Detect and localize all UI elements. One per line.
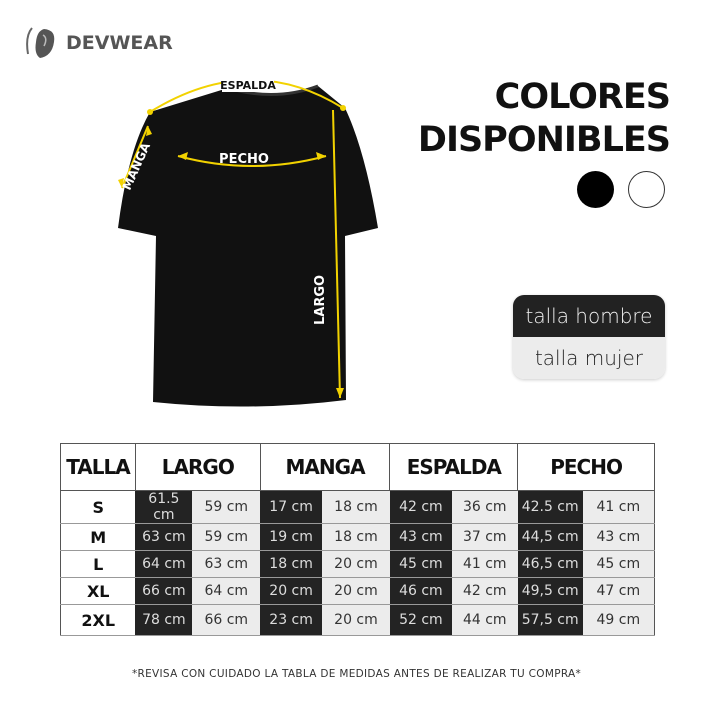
measure-hombre: 46,5 cm — [517, 550, 583, 578]
measure-hombre: 44,5 cm — [517, 523, 583, 551]
talla-hombre-button[interactable]: talla hombre — [513, 295, 665, 337]
size-label: XL — [60, 577, 136, 605]
measure-mujer: 59 cm — [192, 490, 261, 524]
measure-hombre: 78 cm — [135, 604, 193, 636]
measure-hombre: 63 cm — [135, 523, 193, 551]
measure-hombre: 46 cm — [389, 577, 452, 605]
disclaimer-note: *REVISA CON CUIDADO LA TABLA DE MEDIDAS … — [131, 668, 582, 680]
tshirt-measurement-diagram: ESPALDA PECHO MANGA LARGO — [118, 76, 378, 407]
ear-logo-icon — [26, 27, 55, 58]
measure-mujer: 41 cm — [582, 490, 655, 524]
column-header: ESPALDA — [389, 443, 519, 491]
measure-mujer: 18 cm — [322, 490, 390, 524]
column-header: PECHO — [517, 443, 655, 491]
measure-hombre: 17 cm — [260, 490, 323, 524]
measure-mujer: 36 cm — [451, 490, 518, 524]
table-row: XL 66 cm 64 cm 20 cm 20 cm 46 cm 42 cm 49,5 cm 4… — [60, 577, 655, 605]
measure-mujer: 20 cm — [322, 550, 390, 578]
size-label: 2XL — [60, 604, 136, 636]
measure-hombre: 43 cm — [389, 523, 452, 551]
measure-hombre: 66 cm — [135, 577, 193, 605]
size-label: S — [60, 490, 136, 524]
measure-hombre: 18 cm — [260, 550, 323, 578]
measure-mujer: 63 cm — [192, 550, 261, 578]
table-row: M 63 cm 59 cm 19 cm 18 cm 43 cm 37 cm 44,5 cm 43… — [60, 523, 655, 551]
measure-mujer: 43 cm — [582, 523, 655, 551]
measure-hombre: 20 cm — [260, 577, 323, 605]
label-largo: LARGO — [313, 275, 328, 325]
measure-mujer: 42 cm — [451, 577, 518, 605]
measure-mujer: 66 cm — [192, 604, 261, 636]
measure-mujer: 44 cm — [451, 604, 518, 636]
measure-hombre: 52 cm — [389, 604, 452, 636]
measure-hombre: 42.5 cm — [517, 490, 583, 524]
measure-hombre: 45 cm — [389, 550, 452, 578]
measure-mujer: 37 cm — [451, 523, 518, 551]
size-label: M — [60, 523, 136, 551]
table-row: S 61.5 cm 59 cm 17 cm 18 cm 42 cm 36 cm 42.5 cm… — [60, 490, 655, 524]
size-chart-table: TALLA LARGO MANGA ESPALDA PECHO S 61.5 cm 59 c… — [60, 443, 655, 636]
talla-mujer-button[interactable]: talla mujer — [513, 337, 665, 379]
measure-mujer: 20 cm — [322, 577, 390, 605]
measure-mujer: 45 cm — [582, 550, 655, 578]
measure-hombre: 19 cm — [260, 523, 323, 551]
color-swatch-black[interactable] — [577, 171, 614, 208]
measure-mujer: 41 cm — [451, 550, 518, 578]
colors-title: COLORES DISPONIBLES — [417, 76, 671, 162]
brand-name: DEVWEAR — [66, 32, 173, 54]
measure-mujer: 49 cm — [582, 604, 655, 636]
table-row: L 64 cm 63 cm 18 cm 20 cm 45 cm 41 cm 46,5 cm 45… — [60, 550, 655, 578]
column-header: LARGO — [134, 443, 261, 491]
label-pecho: PECHO — [219, 152, 269, 167]
measure-hombre: 42 cm — [389, 490, 452, 524]
tshirt-image — [118, 86, 378, 407]
measure-mujer: 18 cm — [322, 523, 390, 551]
table-row: 2XL 78 cm 66 cm 23 cm 20 cm 52 cm 44 cm 57,5 cm… — [60, 604, 655, 636]
measure-mujer: 59 cm — [192, 523, 261, 551]
measure-hombre: 57,5 cm — [517, 604, 583, 636]
measure-hombre: 23 cm — [260, 604, 323, 636]
color-swatch-white[interactable] — [628, 171, 665, 208]
column-header: TALLA — [60, 443, 136, 491]
colors-title-line2: DISPONIBLES — [417, 120, 671, 160]
size-gender-toggle: talla hombre talla mujer — [513, 295, 665, 379]
measure-mujer: 64 cm — [192, 577, 261, 605]
measure-hombre: 61.5 cm — [135, 490, 193, 524]
measure-mujer: 47 cm — [582, 577, 655, 605]
measure-hombre: 64 cm — [135, 550, 193, 578]
colors-title-line1: COLORES — [494, 77, 671, 117]
label-espalda: ESPALDA — [220, 79, 276, 92]
size-label: L — [60, 550, 136, 578]
column-header: MANGA — [259, 443, 391, 491]
brand-logo: DEVWEAR — [24, 26, 173, 60]
measure-hombre: 49,5 cm — [517, 577, 583, 605]
measure-mujer: 20 cm — [322, 604, 390, 636]
